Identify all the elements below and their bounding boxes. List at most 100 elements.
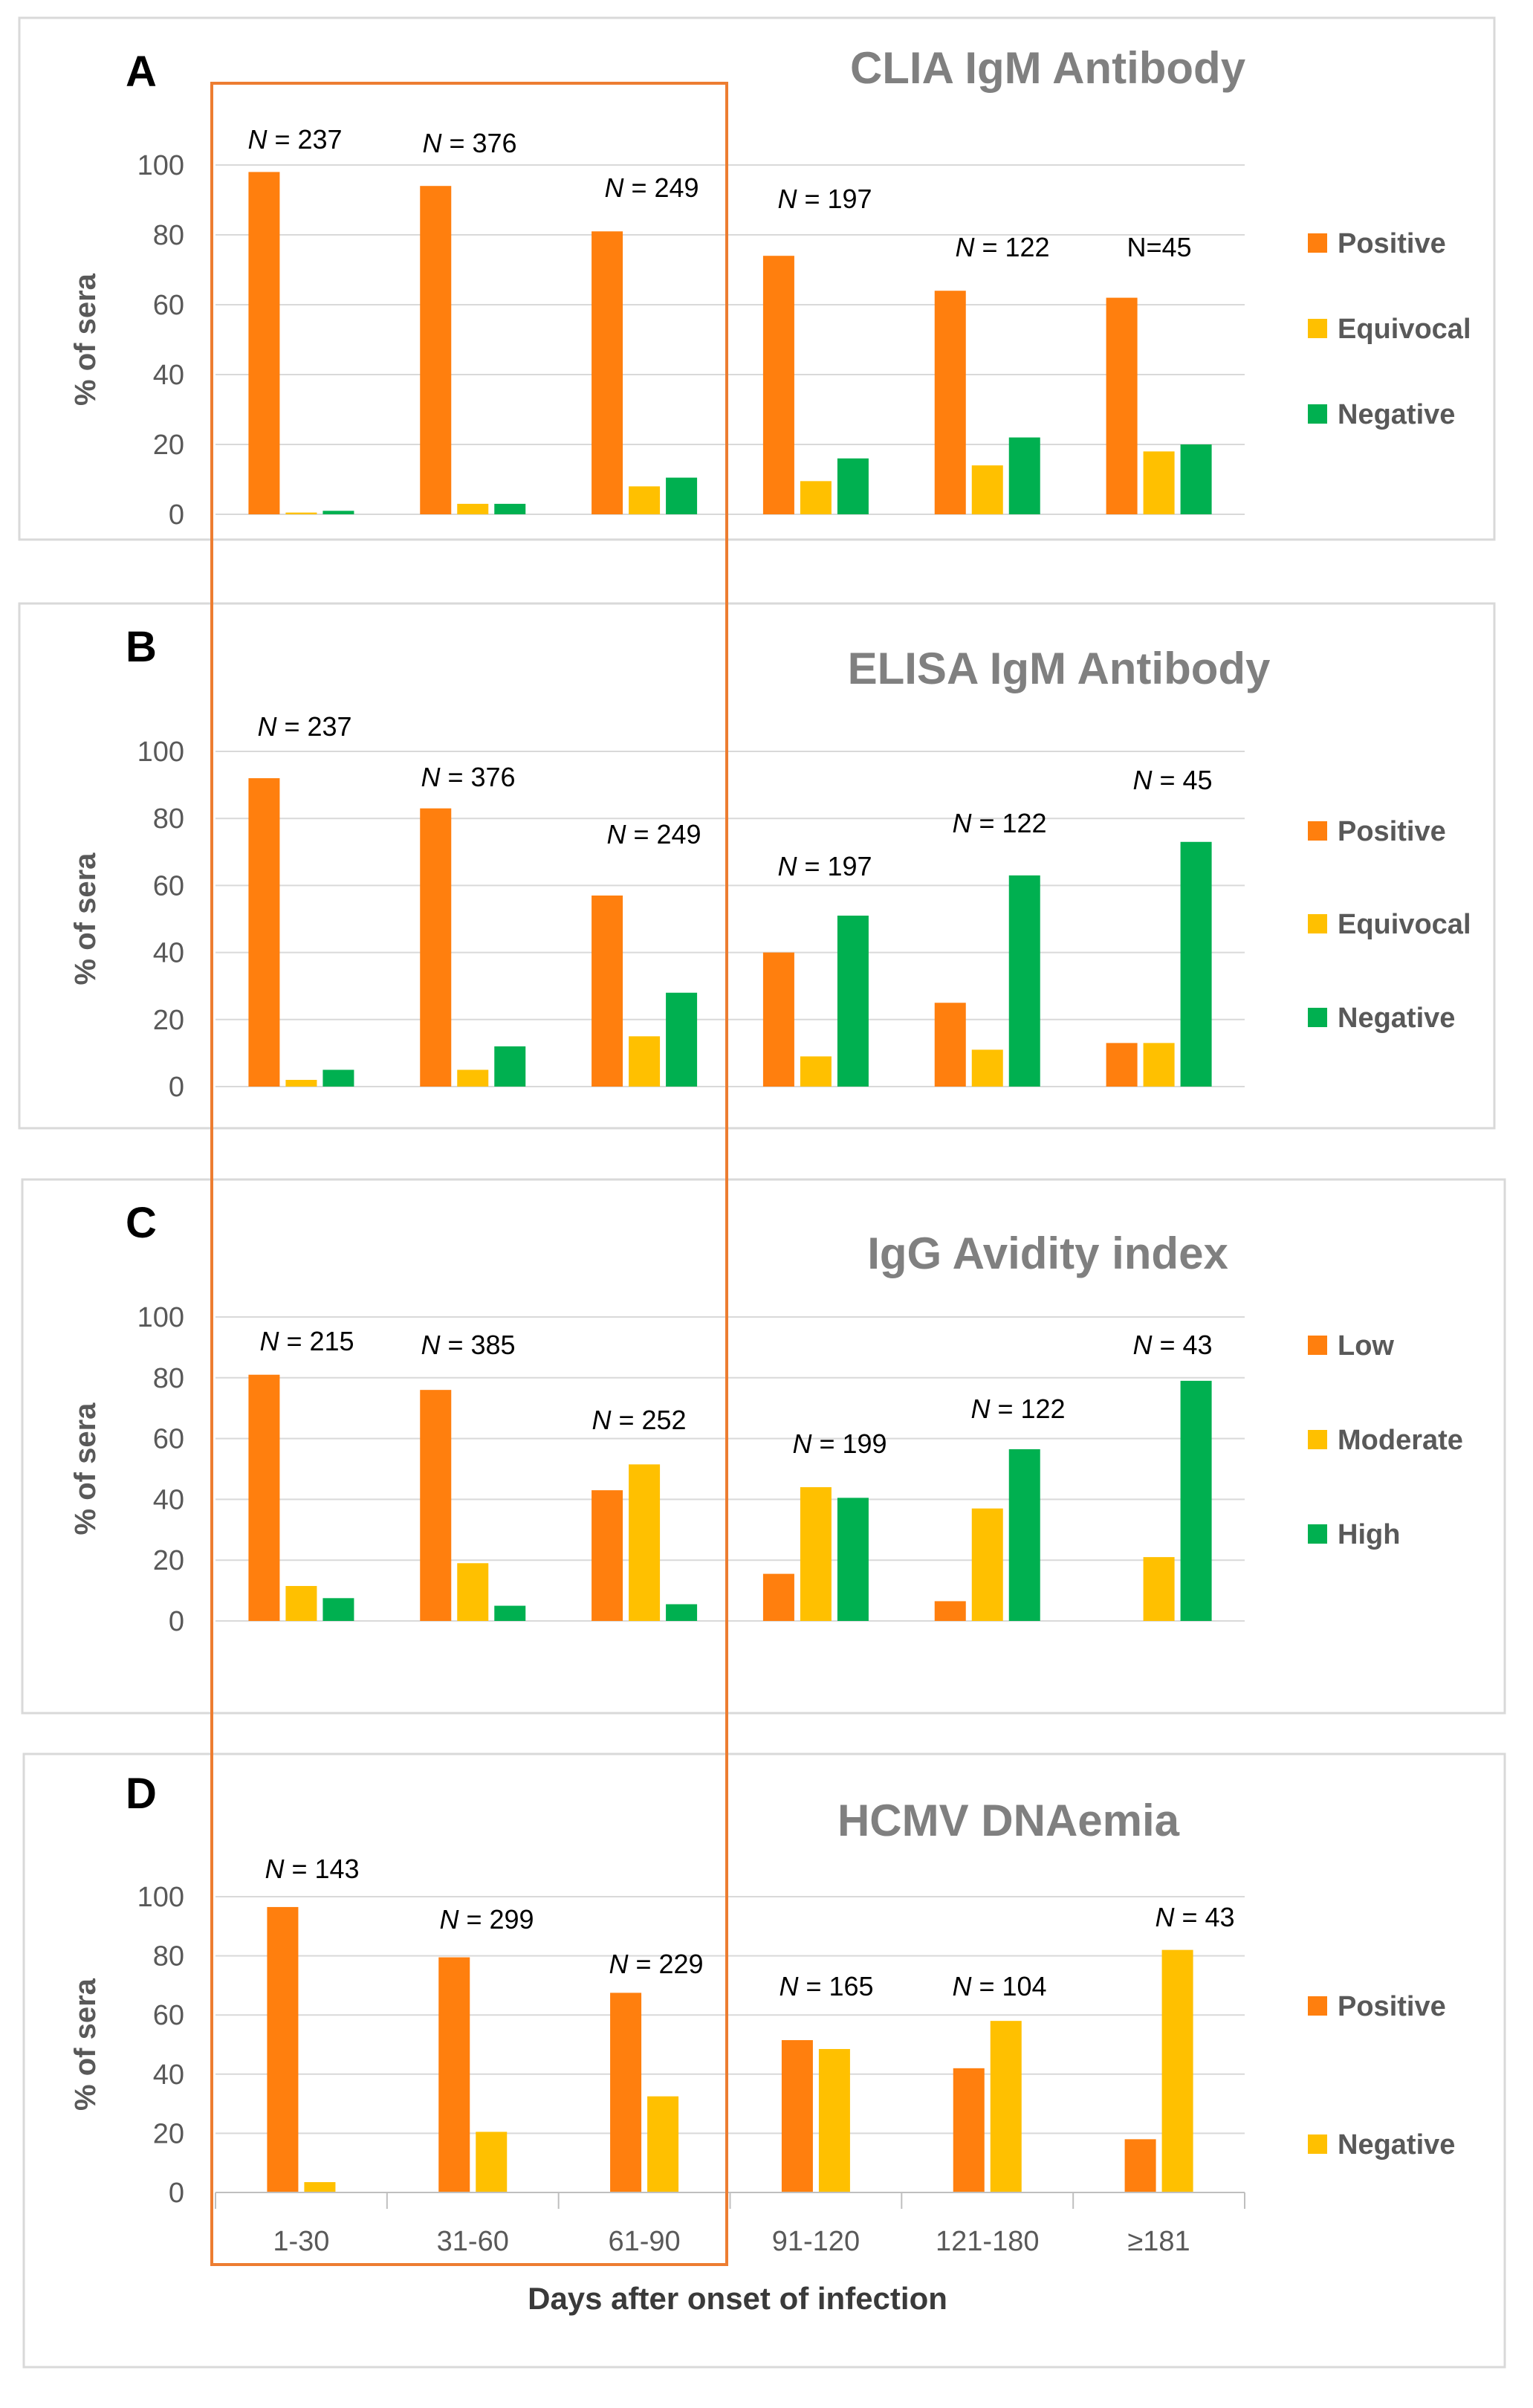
bar-equivocal-3 xyxy=(800,1056,832,1087)
y-tick-label: 60 xyxy=(153,290,184,321)
bar-negative-2 xyxy=(666,992,698,1087)
legend-swatch-equivocal xyxy=(1308,319,1327,338)
y-tick-label: 60 xyxy=(153,2000,184,2031)
n-label: N = 376 xyxy=(422,128,516,158)
y-tick-label: 0 xyxy=(169,2178,184,2209)
bar-positive-0 xyxy=(248,778,280,1087)
legend-swatch-negative xyxy=(1308,404,1327,424)
n-label: N = 229 xyxy=(609,1949,703,1979)
bar-equivocal-1 xyxy=(457,1069,489,1087)
n-label: N = 237 xyxy=(247,124,342,155)
bar-negative-2 xyxy=(647,2096,679,2192)
n-label: N = 122 xyxy=(970,1394,1065,1424)
y-tick-label: 40 xyxy=(153,938,184,969)
bar-moderate-5 xyxy=(1143,1557,1175,1621)
x-category-label: 1-30 xyxy=(273,2226,329,2257)
bar-positive-3 xyxy=(762,952,794,1087)
bar-high-4 xyxy=(1008,1449,1040,1621)
n-label: N = 43 xyxy=(1155,1902,1234,1932)
highlight-box xyxy=(210,82,728,2266)
bar-negative-0 xyxy=(323,511,354,514)
n-label: N = 299 xyxy=(439,1904,534,1935)
y-axis-label: % of sera xyxy=(69,273,102,406)
y-tick-label: 20 xyxy=(153,430,184,461)
panel-a: 0 20 40 60 80 100 A CLIA IgM Antibody % of sera N… xyxy=(18,16,1496,541)
bar-negative-4 xyxy=(990,2021,1022,2192)
bar-moderate-1 xyxy=(457,1563,489,1621)
n-label: N = 197 xyxy=(777,184,872,214)
bar-high-0 xyxy=(323,1598,354,1621)
bar-negative-2 xyxy=(666,477,698,514)
bar-low-2 xyxy=(592,1490,623,1621)
panel-frame xyxy=(21,1178,1506,1715)
bar-high-2 xyxy=(666,1604,698,1621)
n-label: N = 199 xyxy=(792,1428,887,1459)
bar-negative-1 xyxy=(494,1046,526,1087)
bar-equivocal-0 xyxy=(285,512,317,514)
x-category-label: 61-90 xyxy=(608,2226,680,2257)
panel-title: IgG Avidity index xyxy=(867,1229,1228,1278)
y-tick-label: 0 xyxy=(169,1606,184,1637)
legend-label-equivocal: Equivocal xyxy=(1338,314,1471,345)
legend-swatch-equivocal xyxy=(1308,914,1327,933)
n-label: N = 249 xyxy=(604,172,699,203)
n-label: N=45 xyxy=(1127,232,1191,262)
bar-negative-1 xyxy=(476,2132,508,2192)
bar-low-3 xyxy=(762,1573,794,1621)
panel-title: ELISA IgM Antibody xyxy=(848,644,1271,693)
panel-c: 0 20 40 60 80 100 C IgG Avidity index % of sera N… xyxy=(21,1178,1506,1715)
x-category-label: 121-180 xyxy=(936,2226,1039,2257)
bar-positive-2 xyxy=(592,231,623,514)
y-tick-label: 20 xyxy=(153,1545,184,1576)
bar-positive-5 xyxy=(1106,297,1138,514)
bar-negative-0 xyxy=(304,2182,336,2192)
bar-high-1 xyxy=(494,1605,526,1621)
n-label: N = 197 xyxy=(777,851,872,881)
y-tick-label: 0 xyxy=(169,499,184,531)
panel-letter: B xyxy=(126,623,157,671)
legend-swatch-high xyxy=(1308,1524,1327,1544)
bar-negative-5 xyxy=(1180,444,1212,514)
n-label: N = 43 xyxy=(1132,1330,1212,1360)
y-tick-label: 20 xyxy=(153,1005,184,1036)
overlay xyxy=(210,82,728,2266)
bar-equivocal-2 xyxy=(629,486,661,514)
bar-negative-4 xyxy=(1008,875,1040,1087)
legend-swatch-negative xyxy=(1308,2134,1327,2154)
y-tick-label: 100 xyxy=(137,150,184,181)
bar-negative-5 xyxy=(1180,841,1212,1087)
y-axis-label: % of sera xyxy=(69,852,102,985)
legend-label-moderate: Moderate xyxy=(1338,1425,1463,1456)
bar-equivocal-4 xyxy=(971,1049,1003,1087)
n-label: N = 252 xyxy=(592,1405,686,1435)
panel-letter: A xyxy=(126,48,157,96)
bar-equivocal-2 xyxy=(629,1036,661,1087)
y-tick-label: 100 xyxy=(137,737,184,768)
legend-swatch-positive xyxy=(1308,1996,1327,2016)
x-category-label: 91-120 xyxy=(772,2226,860,2257)
y-tick-label: 60 xyxy=(153,1424,184,1455)
panel-letter: D xyxy=(126,1770,157,1818)
bar-equivocal-3 xyxy=(800,481,832,514)
n-label: N = 215 xyxy=(259,1326,354,1356)
n-label: N = 385 xyxy=(421,1330,515,1360)
y-axis-label: % of sera xyxy=(69,1402,102,1535)
bar-high-5 xyxy=(1180,1380,1212,1621)
bar-moderate-4 xyxy=(971,1508,1003,1621)
n-label: N = 122 xyxy=(952,808,1046,838)
legend-label-low: Low xyxy=(1338,1330,1394,1362)
bar-negative-3 xyxy=(818,2048,850,2192)
n-label: N = 165 xyxy=(779,1971,873,2001)
bar-positive-1 xyxy=(438,1957,470,2192)
bar-negative-0 xyxy=(323,1069,354,1087)
bar-negative-5 xyxy=(1161,1949,1193,2192)
y-axis-label: % of sera xyxy=(69,1978,102,2111)
bar-positive-4 xyxy=(934,1003,966,1087)
n-label: N = 249 xyxy=(606,819,701,849)
panel-frame xyxy=(22,1752,1506,2369)
bar-moderate-3 xyxy=(800,1487,832,1621)
bar-positive-1 xyxy=(420,186,452,514)
y-tick-label: 100 xyxy=(137,1302,184,1333)
n-label: N = 104 xyxy=(952,1971,1046,2001)
